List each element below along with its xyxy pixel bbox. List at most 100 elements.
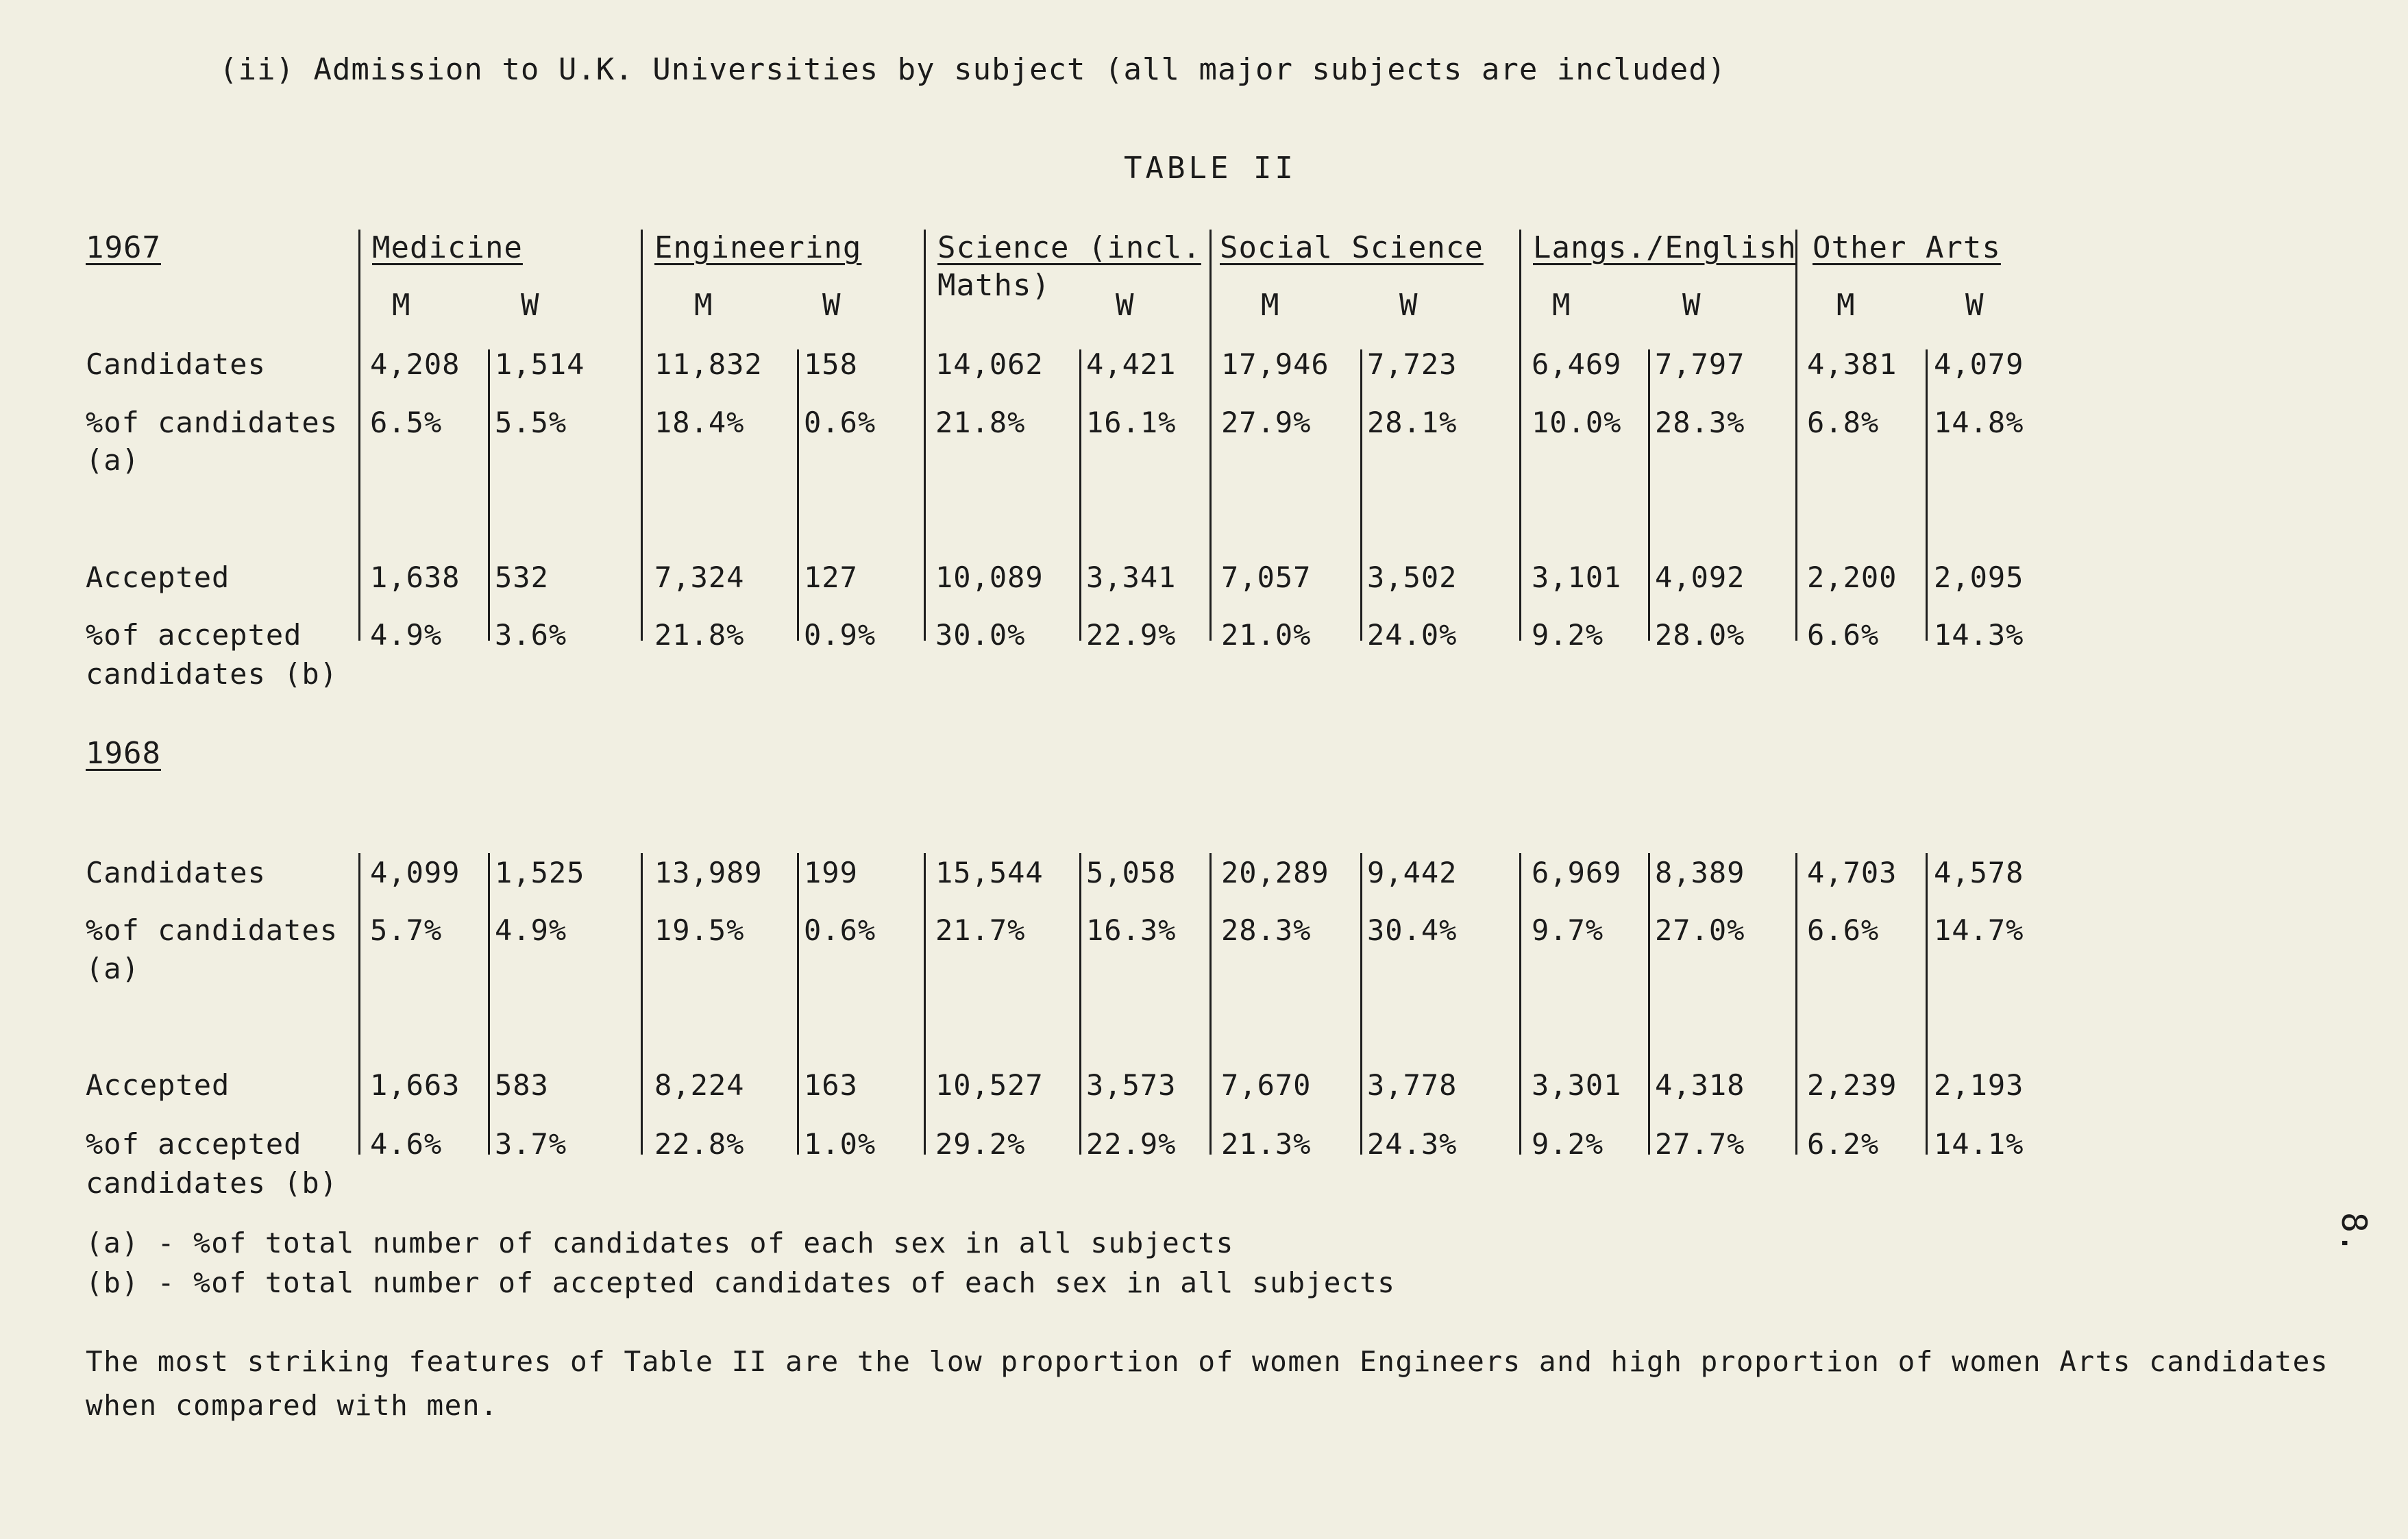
table-cell-candidates: 158 xyxy=(804,347,858,381)
table-cell-pct-candidates: 14.7% xyxy=(1934,913,2024,947)
table-cell-pct-accepted: 22.9% xyxy=(1086,1127,1177,1161)
table-cell-pct-candidates: 28.3% xyxy=(1221,913,1312,947)
column-rule xyxy=(1519,853,1521,1155)
conclusion-line-2: when compared with men. xyxy=(86,1389,499,1422)
table-cell-accepted: 7,057 xyxy=(1221,561,1312,594)
year-label-1967: 1967 xyxy=(86,230,161,265)
row-label-candidates: Candidates xyxy=(86,856,266,889)
table-cell-pct-candidates: 16.1% xyxy=(1086,406,1177,439)
table-cell-candidates: 4,208 xyxy=(370,347,460,381)
column-rule xyxy=(797,349,799,641)
table-cell-accepted: 10,089 xyxy=(935,561,1044,594)
table-cell-accepted: 10,527 xyxy=(935,1068,1044,1102)
column-rule xyxy=(358,230,360,641)
row-label-pct-accepted-line2: candidates (b) xyxy=(86,1166,339,1200)
table-cell-accepted: 2,095 xyxy=(1934,561,2024,594)
sex-header-m: M xyxy=(1836,288,1856,323)
table-cell-pct-candidates: 27.9% xyxy=(1221,406,1312,439)
table-cell-pct-accepted: 0.9% xyxy=(804,618,876,652)
conclusion-line-1: The most striking features of Table II a… xyxy=(86,1345,2329,1378)
table-cell-candidates: 17,946 xyxy=(1221,347,1329,381)
row-label-candidates: Candidates xyxy=(86,347,266,381)
table-cell-candidates: 11,832 xyxy=(654,347,763,381)
sex-header-m: M xyxy=(694,288,713,323)
table-cell-candidates: 4,099 xyxy=(370,856,460,889)
row-label-accepted: Accepted xyxy=(86,561,230,594)
table-cell-accepted: 3,341 xyxy=(1086,561,1177,594)
table-cell-pct-accepted: 30.0% xyxy=(935,618,1026,652)
table-cell-pct-candidates: 19.5% xyxy=(654,913,745,947)
row-label-note-a: (a) xyxy=(86,952,140,985)
table-cell-pct-accepted: 9.2% xyxy=(1532,618,1604,652)
column-rule xyxy=(1079,853,1081,1155)
table-cell-pct-accepted: 3.6% xyxy=(495,618,567,652)
column-rule xyxy=(488,349,490,641)
sex-header-w: W xyxy=(1965,288,1985,323)
row-label-accepted: Accepted xyxy=(86,1068,230,1102)
table-cell-candidates: 199 xyxy=(804,856,858,889)
table-cell-candidates: 8,389 xyxy=(1655,856,1745,889)
table-cell-pct-candidates: 6.8% xyxy=(1807,406,1880,439)
table-cell-candidates: 20,289 xyxy=(1221,856,1329,889)
column-rule xyxy=(1079,349,1081,641)
table-cell-pct-accepted: 24.0% xyxy=(1367,618,1458,652)
row-label-pct-candidates: %of candidates xyxy=(86,913,339,947)
table-cell-accepted: 7,324 xyxy=(654,561,745,594)
column-rule xyxy=(797,853,799,1155)
table-cell-accepted: 3,101 xyxy=(1532,561,1622,594)
column-rule xyxy=(1926,349,1928,641)
row-label-pct-accepted: %of accepted xyxy=(86,1127,302,1161)
column-rule xyxy=(641,230,643,641)
section-heading: (ii) Admission to U.K. Universities by s… xyxy=(219,52,1727,87)
table-cell-accepted: 3,502 xyxy=(1367,561,1458,594)
page-number: 8. xyxy=(2334,1211,2374,1254)
table-cell-pct-accepted: 21.3% xyxy=(1221,1127,1312,1161)
table-cell-pct-accepted: 29.2% xyxy=(935,1127,1026,1161)
table-cell-pct-candidates: 5.5% xyxy=(495,406,567,439)
table-cell-candidates: 14,062 xyxy=(935,347,1044,381)
column-rule xyxy=(1795,230,1797,641)
table-cell-pct-candidates: 27.0% xyxy=(1655,913,1745,947)
sex-header-w: W xyxy=(1399,288,1418,323)
column-rule xyxy=(1648,853,1650,1155)
table-cell-candidates: 7,723 xyxy=(1367,347,1458,381)
subject-header-medicine: Medicine xyxy=(372,230,523,265)
table-cell-pct-accepted: 4.6% xyxy=(370,1127,443,1161)
table-cell-pct-accepted: 27.7% xyxy=(1655,1127,1745,1161)
table-cell-pct-candidates: 14.8% xyxy=(1934,406,2024,439)
subject-header-social-science: Social Science xyxy=(1220,230,1484,265)
table-cell-pct-candidates: 28.1% xyxy=(1367,406,1458,439)
table-cell-accepted: 2,239 xyxy=(1807,1068,1897,1102)
table-cell-accepted: 3,778 xyxy=(1367,1068,1458,1102)
table-cell-candidates: 15,544 xyxy=(935,856,1044,889)
table-cell-pct-accepted: 1.0% xyxy=(804,1127,876,1161)
column-rule xyxy=(1209,230,1212,641)
table-cell-accepted: 583 xyxy=(495,1068,549,1102)
table-cell-accepted: 3,573 xyxy=(1086,1068,1177,1102)
column-rule xyxy=(641,853,643,1155)
column-rule xyxy=(1926,853,1928,1155)
table-cell-pct-accepted: 14.1% xyxy=(1934,1127,2024,1161)
table-cell-pct-candidates: 5.7% xyxy=(370,913,443,947)
row-label-pct-accepted: %of accepted xyxy=(86,618,302,652)
table-cell-pct-accepted: 9.2% xyxy=(1532,1127,1604,1161)
table-cell-pct-candidates: 10.0% xyxy=(1532,406,1622,439)
table-cell-accepted: 127 xyxy=(804,561,858,594)
subject-header-other-arts: Other Arts xyxy=(1813,230,2001,265)
table-cell-pct-candidates: 28.3% xyxy=(1655,406,1745,439)
table-cell-accepted: 1,638 xyxy=(370,561,460,594)
table-cell-accepted: 2,193 xyxy=(1934,1068,2024,1102)
table-cell-pct-accepted: 4.9% xyxy=(370,618,443,652)
table-cell-pct-accepted: 14.3% xyxy=(1934,618,2024,652)
table-cell-pct-accepted: 21.0% xyxy=(1221,618,1312,652)
row-label-pct-accepted-line2: candidates (b) xyxy=(86,657,339,691)
table-cell-pct-accepted: 6.2% xyxy=(1807,1127,1880,1161)
sex-header-m: M xyxy=(1552,288,1571,323)
table-cell-candidates: 1,525 xyxy=(495,856,585,889)
sex-header-m: M xyxy=(1261,288,1280,323)
table-cell-pct-candidates: 4.9% xyxy=(495,913,567,947)
subject-header-engineering: Engineering xyxy=(654,230,862,265)
table-cell-pct-candidates: 0.6% xyxy=(804,406,876,439)
footnote-a: (a) - %of total number of candidates of … xyxy=(86,1227,1234,1259)
